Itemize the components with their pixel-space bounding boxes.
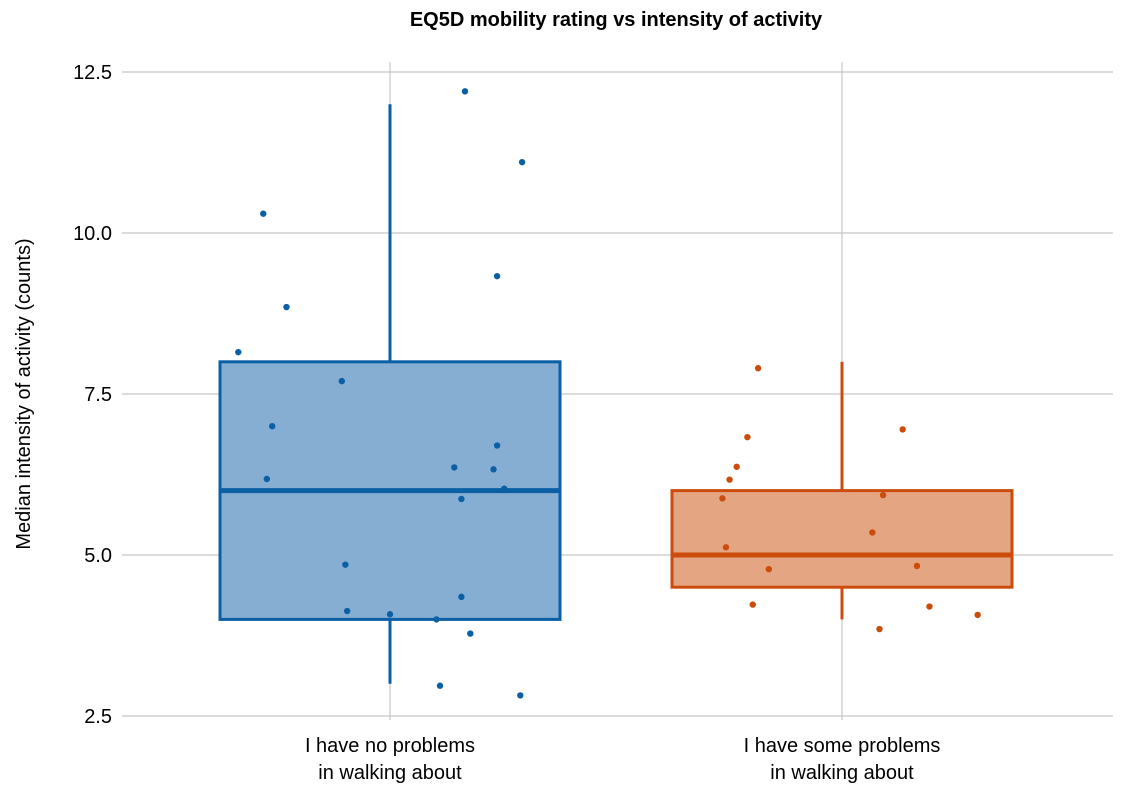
x-category-label: in walking about — [770, 762, 914, 784]
data-point — [235, 348, 242, 356]
data-point — [749, 601, 756, 608]
data-point — [726, 476, 733, 483]
label-layer: 2.5 5.0 7.5 10.0 12.5 I have no problems in wa… — [73, 62, 940, 784]
box-body — [670, 489, 1014, 589]
data-point — [451, 464, 458, 471]
y-tick-label: 12.5 — [73, 62, 112, 84]
data-point — [722, 544, 730, 551]
data-point — [342, 561, 349, 568]
data-point — [719, 495, 726, 502]
y-tick-label: 2.5 — [84, 706, 112, 728]
y-tick-label: 7.5 — [84, 384, 112, 406]
y-axis-title: Median intensity of activity (counts) — [13, 238, 35, 549]
data-point — [744, 433, 751, 441]
data-point — [283, 303, 290, 311]
data-point — [879, 491, 887, 499]
data-point — [263, 475, 271, 483]
data-point — [433, 616, 440, 623]
box-group — [670, 361, 1014, 620]
box-group — [218, 104, 562, 684]
y-tick-label: 10.0 — [73, 223, 112, 245]
data-point — [338, 377, 346, 385]
data-point — [517, 692, 524, 699]
data-point — [490, 466, 497, 473]
data-point — [733, 463, 740, 470]
data-point — [754, 365, 762, 372]
data-point — [493, 272, 501, 280]
x-category-label: I have some problems — [744, 735, 941, 757]
data-point — [493, 442, 501, 449]
point-layer — [235, 88, 981, 699]
x-category-label: in walking about — [318, 762, 462, 784]
y-tick-label: 5.0 — [84, 545, 112, 567]
data-point — [458, 593, 465, 601]
data-point — [386, 611, 394, 618]
data-point — [458, 495, 465, 503]
data-point — [926, 603, 933, 610]
x-category-label: I have no problems — [305, 735, 475, 757]
data-point — [876, 625, 883, 633]
data-point — [913, 562, 921, 570]
data-point — [765, 565, 773, 573]
box-layer — [218, 104, 1014, 684]
data-point — [899, 426, 906, 433]
data-point — [343, 607, 351, 615]
data-point — [260, 210, 267, 217]
data-point — [974, 611, 981, 619]
chart-title: EQ5D mobility rating vs intensity of act… — [410, 9, 823, 31]
data-point — [869, 529, 876, 536]
data-point — [467, 630, 474, 637]
data-point — [461, 88, 469, 95]
data-point — [436, 682, 444, 689]
data-point — [518, 158, 526, 166]
data-point — [268, 423, 276, 430]
data-point — [501, 485, 508, 492]
